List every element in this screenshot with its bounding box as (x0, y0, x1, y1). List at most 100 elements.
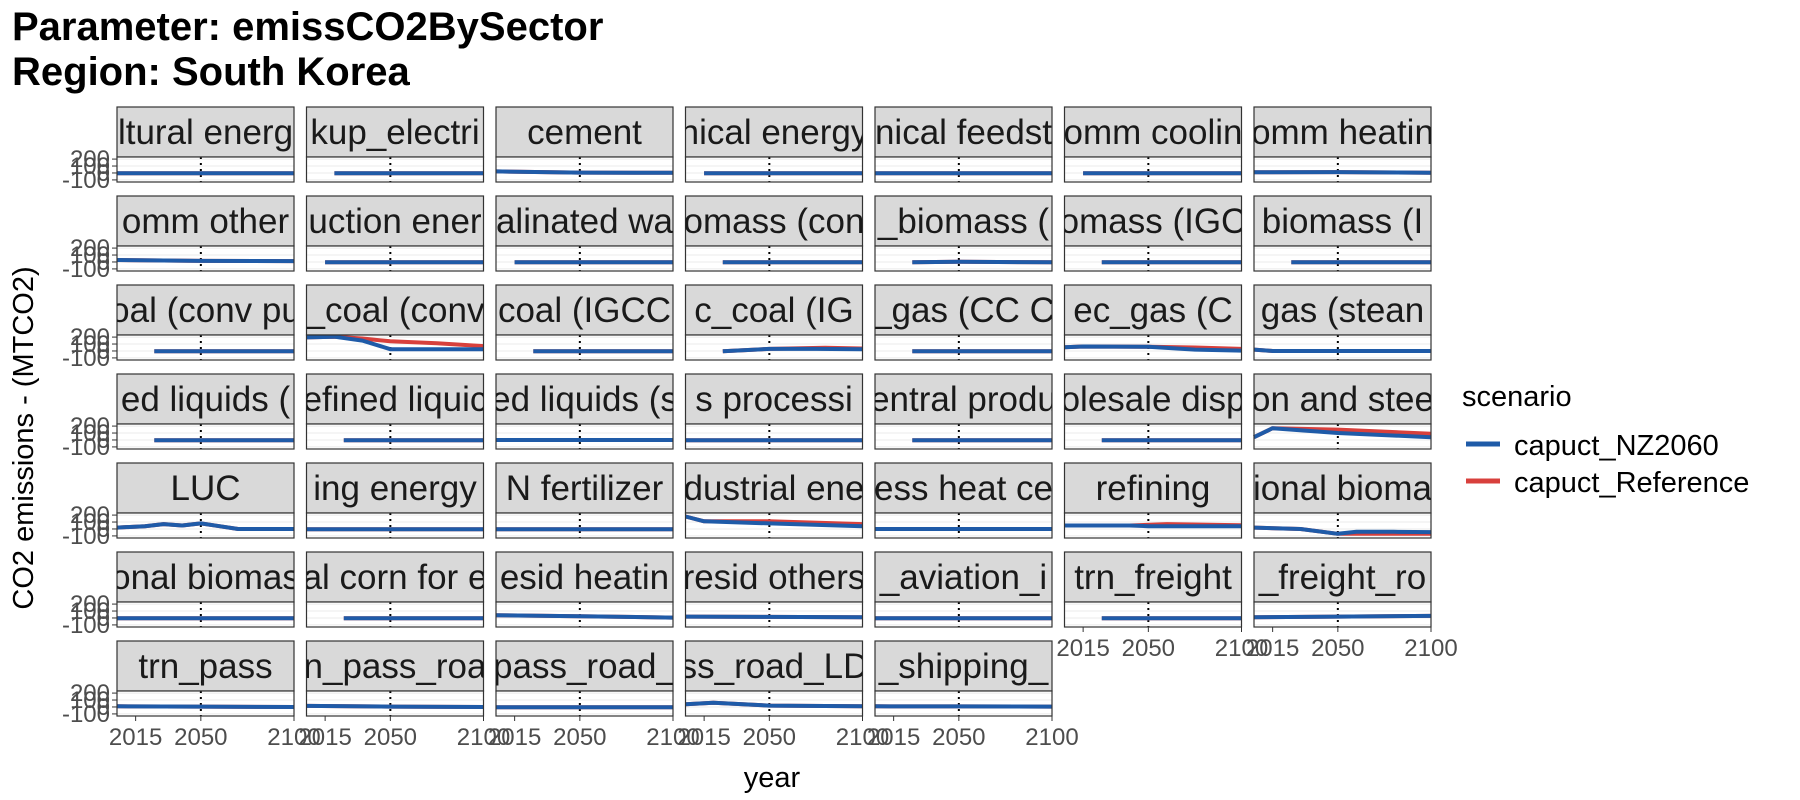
panel-41-trn-freight-plot-area (1064, 602, 1242, 627)
panel-1-ltural-energ-y-tick-label-0: 200 (70, 146, 110, 173)
panel-23-efined-liquic-panel-border (305, 423, 485, 450)
panel-9-uction-ener-panel-border (305, 245, 485, 272)
panel-29-luc-y-tick-label-0: 200 (70, 502, 110, 529)
panel-46-ss-road-ld-strip-label: ss_road_LD (680, 647, 869, 686)
panel-39-resid-others-strip-label: resid others (683, 558, 866, 597)
panel-9-uction-ener: uction ener (305, 195, 485, 272)
panel-47-shipping-panel-border (874, 690, 1053, 717)
panel-16-coal-conv: _coal (conv (305, 284, 485, 361)
panel-28-on-and-stee-line-capuct-nz2060 (1253, 426, 1432, 440)
panel-3-cement-line-capuct-nz2060 (495, 169, 674, 175)
panel-18-c-coal-ig-panel-border (684, 334, 864, 361)
panel-1-ltural-energ-strip (116, 106, 295, 158)
panel-22-ed-liquids-plot-area (117, 424, 294, 449)
panel-8-omm-other-y-tick-label-1: 100 (70, 242, 110, 269)
legend-title: scenario (1462, 381, 1572, 413)
panel-8-omm-other-strip (116, 195, 295, 247)
panel-44-n-pass-roa: n_pass_roa 2015 2050 2100 (298, 640, 510, 751)
panel-34-refining-line-capuct-nz2060 (1064, 523, 1242, 529)
panel-19-gas-cc-c: _gas (CC C (871, 284, 1055, 361)
panel-4-nical-energy: nical energy (680, 106, 869, 183)
panel-20-ec-gas-c: ec_gas (C (1063, 284, 1243, 361)
panel-22-ed-liquids-y-tick-label-2: 0 (97, 427, 110, 454)
panel-32-dustrial-ene-panel-border (684, 512, 864, 539)
panel-8-omm-other-strip-label: omm other (122, 202, 290, 241)
panel-8-omm-other-panel-border (116, 245, 295, 272)
chart-title-line-1: Parameter: emissCO2BySector (12, 5, 603, 49)
panel-17-coal-igcc-strip (495, 284, 674, 336)
panel-2-kup-electri-panel-border (305, 156, 485, 183)
panel-42-freight-ro-x-tick-label-2: 2100 (1404, 635, 1457, 662)
panel-27-olesale-disp-strip-label: olesale disp (1061, 380, 1246, 419)
panel-1-ltural-energ-y-tick-label-3: -100 (62, 167, 110, 194)
panel-11-omass-con-strip (684, 195, 864, 247)
panel-29-luc-panel-border (116, 512, 295, 539)
panel-11-omass-con-strip-label: omass (con (684, 202, 865, 241)
panel-6-omm-coolin-strip-label: omm coolin (1064, 113, 1243, 152)
panel-35-ional-bioma-strip (1253, 462, 1432, 514)
panel-5-nical-feedst: nical feedst (874, 106, 1053, 183)
panel-11-omass-con: omass (con (684, 195, 865, 272)
panel-14-biomass-i: biomass (I (1253, 195, 1432, 272)
panel-19-gas-cc-c-panel-border (874, 334, 1053, 361)
panel-5-nical-feedst-plot-area (875, 157, 1052, 182)
panel-38-esid-heatin-line-capuct-nz2060 (495, 613, 674, 620)
panel-2-kup-electri-strip-label: kup_electri (310, 113, 479, 152)
panel-12-biomass: _biomass ( (874, 195, 1053, 272)
panel-41-trn-freight-x-tick-label-0: 2015 (1056, 635, 1109, 662)
panel-21-gas-stean: gas (stean (1253, 284, 1432, 361)
panel-30-ing-energy-strip (305, 462, 485, 514)
panel-23-efined-liquic-strip (305, 373, 485, 425)
panel-19-gas-cc-c-strip-label: _gas (CC C (871, 291, 1055, 330)
panel-7-omm-heatin: omm heatin (1253, 106, 1432, 183)
panel-16-coal-conv-strip-label: _coal (conv (305, 291, 485, 330)
panel-38-esid-heatin-strip-label: esid heatin (500, 558, 669, 597)
panel-29-luc-y-tick-label-3: -100 (62, 523, 110, 550)
chart-title-line-2: Region: South Korea (12, 50, 411, 94)
panel-39-resid-others: resid others (683, 551, 866, 628)
panel-35-ional-bioma: ional bioma (1253, 462, 1432, 539)
panel-13-omass-igc-panel-border (1063, 245, 1243, 272)
legend-label-reference: capuct_Reference (1514, 467, 1749, 499)
panel-26-entral-produ-strip (874, 373, 1053, 425)
panel-1-ltural-energ-plot-area (117, 157, 294, 182)
panel-13-omass-igc: omass (IGC (1063, 195, 1243, 272)
panel-4-nical-energy-strip-label: nical energy (680, 113, 869, 152)
panel-14-biomass-i-plot-area (1254, 246, 1431, 271)
panel-15-oal-conv-pu-strip-label: oal (conv pu (110, 291, 301, 330)
panel-26-entral-produ-plot-area (875, 424, 1052, 449)
panel-28-on-and-stee-panel-border (1253, 423, 1432, 450)
panel-36-onal-biomas-panel-border (116, 601, 295, 628)
panel-11-omass-con-plot-area (685, 246, 863, 271)
panel-42-freight-ro-line-capuct-nz2060 (1253, 613, 1432, 620)
panel-15-oal-conv-pu-y-tick-label-2: 0 (97, 338, 110, 365)
panel-31-n-fertilizer: N fertilizer (495, 462, 674, 539)
panel-42-freight-ro-strip-label: _freight_ro (1258, 558, 1426, 597)
panel-6-omm-coolin-plot-area (1064, 157, 1242, 182)
panel-16-coal-conv-line-capuct-nz2060 (306, 334, 484, 352)
panel-42-freight-ro-panel-border (1253, 601, 1432, 628)
panel-36-onal-biomas-y-tick-label-3: -100 (62, 612, 110, 639)
panel-18-c-coal-ig: c_coal (IG (684, 284, 864, 361)
panel-7-omm-heatin-line-capuct-nz2060 (1253, 170, 1432, 175)
panel-37-al-corn-for-e-strip (305, 551, 485, 603)
panel-14-biomass-i-panel-border (1253, 245, 1432, 272)
panel-12-biomass-plot-area (875, 246, 1052, 271)
panel-46-ss-road-ld-x-tick-label-1: 2050 (743, 724, 796, 751)
panel-11-omass-con-panel-border (684, 245, 864, 272)
x-axis-title: year (744, 762, 801, 794)
panel-31-n-fertilizer-strip (495, 462, 674, 514)
panel-7-omm-heatin-plot-area (1254, 157, 1431, 182)
panel-22-ed-liquids-y-tick-label-0: 200 (70, 413, 110, 440)
panel-40-aviation-i-panel-border (874, 601, 1053, 628)
panel-47-shipping-strip (874, 640, 1053, 692)
panel-17-coal-igcc-panel-border (495, 334, 674, 361)
panel-41-trn-freight-panel-border (1063, 601, 1243, 628)
panel-25-s-processi-strip-label: s processi (695, 380, 853, 419)
panel-44-n-pass-roa-x-tick-label-1: 2050 (364, 724, 417, 751)
panel-16-coal-conv-panel-border (305, 334, 485, 361)
panel-5-nical-feedst-panel-border (874, 156, 1053, 183)
panel-46-ss-road-ld-x-tick-label-2: 2100 (836, 724, 889, 751)
panel-12-biomass-panel-border (874, 245, 1053, 272)
